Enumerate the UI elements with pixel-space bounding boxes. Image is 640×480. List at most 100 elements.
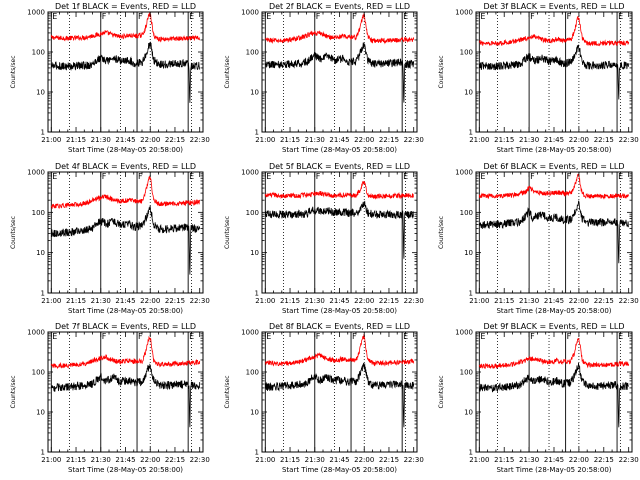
panel-title: Det 7f BLACK = Events, RED = LLD	[55, 322, 196, 331]
interval-marker-label: F	[567, 12, 572, 21]
interval-marker-label: F	[316, 332, 321, 341]
plot-frame	[475, 331, 633, 453]
interval-marker-label: E	[266, 172, 271, 181]
panel-det-7: Det 7f BLACK = Events, RED = LLD Counts/s…	[10, 322, 210, 474]
y-tick-label: 100	[32, 209, 45, 217]
y-tick-label: 10	[464, 89, 473, 97]
x-tick-label: 22:00	[140, 456, 160, 464]
interval-marker-label: F	[530, 332, 535, 341]
x-tick-label: 22:00	[140, 297, 160, 305]
panel-det-9: Det 9f BLACK = Events, RED = LLD Counts/s…	[438, 322, 639, 474]
interval-marker-label: F	[138, 332, 143, 341]
x-axis-label: Start Time (28-May-05 20:58:00)	[496, 307, 611, 315]
y-tick-label: 1000	[27, 169, 45, 177]
x-tick-label: 21:15	[494, 456, 514, 464]
x-tick-label: 21:00	[255, 136, 275, 144]
x-tick-label: 21:00	[469, 297, 489, 305]
interval-marker-label: F	[316, 172, 321, 181]
interval-marker-label: F	[102, 12, 107, 21]
y-tick-label: 10	[250, 249, 259, 257]
y-tick-label: 100	[32, 49, 45, 57]
y-tick-label: 100	[32, 369, 45, 377]
interval-marker-label: E	[189, 172, 194, 181]
interval-marker-label: E	[480, 332, 485, 341]
x-tick-label: 21:00	[41, 136, 61, 144]
plot-frame	[47, 331, 204, 453]
x-tick-label: 22:15	[379, 136, 399, 144]
x-axis-label: Start Time (28-May-05 20:58:00)	[282, 307, 397, 315]
interval-marker-label: E	[403, 12, 408, 21]
x-tick-label: 21:15	[494, 297, 514, 305]
interval-marker-label: E	[189, 12, 194, 21]
x-tick-label: 21:45	[115, 136, 135, 144]
series-line-lld	[264, 181, 414, 200]
x-tick-label: 22:30	[190, 297, 210, 305]
x-tick-label: 21:15	[280, 297, 300, 305]
x-tick-label: 21:45	[329, 297, 349, 305]
series-line-lld	[264, 12, 415, 45]
panel-det-4: Det 4f BLACK = Events, RED = LLD Counts/s…	[10, 162, 210, 315]
x-tick-label: 21:30	[519, 297, 539, 305]
series-line-lld	[478, 173, 630, 200]
y-tick-label: 10	[36, 249, 45, 257]
x-tick-label: 22:30	[404, 136, 424, 144]
y-tick-label: 1	[255, 290, 259, 298]
interval-marker-label: E	[403, 172, 408, 181]
y-tick-label: 1	[41, 290, 45, 298]
interval-marker-label: E	[52, 12, 57, 21]
x-tick-label: 22:00	[354, 297, 374, 305]
interval-marker-label: E	[480, 172, 485, 181]
x-axis-label: Start Time (28-May-05 20:58:00)	[496, 146, 611, 154]
y-tick-label: 100	[246, 209, 259, 217]
x-tick-label: 21:30	[519, 136, 539, 144]
x-tick-label: 22:00	[354, 456, 374, 464]
interval-marker-label: E	[618, 332, 623, 341]
panel-det-6: Det 6f BLACK = Events, RED = LLD Counts/s…	[438, 162, 639, 315]
x-tick-label: 21:45	[115, 456, 135, 464]
x-tick-label: 21:00	[41, 297, 61, 305]
x-tick-label: 21:00	[255, 456, 275, 464]
panel-det-1: Det 1f BLACK = Events, RED = LLD Counts/s…	[10, 2, 210, 154]
x-tick-label: 22:00	[140, 136, 160, 144]
series-line-lld	[50, 175, 201, 210]
series-line-events	[264, 200, 414, 259]
plot-frame	[475, 11, 633, 133]
x-tick-label: 21:45	[329, 136, 349, 144]
y-tick-label: 1	[469, 290, 473, 298]
y-axis-label: Counts/sec	[10, 216, 17, 249]
x-tick-label: 21:45	[544, 136, 564, 144]
y-tick-label: 10	[36, 409, 45, 417]
x-tick-label: 21:45	[544, 456, 564, 464]
y-tick-label: 1000	[241, 9, 259, 17]
interval-marker-label: F	[138, 12, 143, 21]
panel-title: Det 6f BLACK = Events, RED = LLD	[483, 162, 624, 171]
x-tick-label: 21:00	[469, 136, 489, 144]
series-line-events	[479, 200, 630, 264]
interval-marker-label: E	[618, 172, 623, 181]
x-tick-label: 22:15	[594, 456, 614, 464]
x-tick-label: 22:30	[404, 297, 424, 305]
interval-marker-label: F	[530, 12, 535, 21]
series-line-events	[478, 362, 629, 428]
x-axis-label: Start Time (28-May-05 20:58:00)	[282, 466, 397, 474]
interval-marker-label: F	[102, 172, 107, 181]
interval-marker-label: E	[189, 332, 194, 341]
x-tick-label: 21:15	[494, 136, 514, 144]
interval-marker-label: F	[567, 332, 572, 341]
interval-marker-label: E	[618, 12, 623, 21]
y-tick-label: 100	[246, 49, 259, 57]
y-tick-label: 1000	[455, 169, 473, 177]
interval-marker-label: F	[102, 332, 107, 341]
panel-title: Det 3f BLACK = Events, RED = LLD	[483, 2, 624, 11]
interval-marker-label: E	[403, 332, 408, 341]
panel-det-5: Det 5f BLACK = Events, RED = LLD Counts/s…	[224, 162, 424, 315]
interval-marker-label: E	[266, 12, 271, 21]
x-tick-label: 22:15	[165, 136, 185, 144]
y-tick-label: 1000	[241, 169, 259, 177]
y-tick-label: 10	[36, 89, 45, 97]
panel-title: Det 9f BLACK = Events, RED = LLD	[483, 322, 624, 331]
panel-title: Det 4f BLACK = Events, RED = LLD	[55, 162, 196, 171]
interval-marker-label: F	[138, 172, 143, 181]
interval-marker-label: F	[352, 12, 357, 21]
